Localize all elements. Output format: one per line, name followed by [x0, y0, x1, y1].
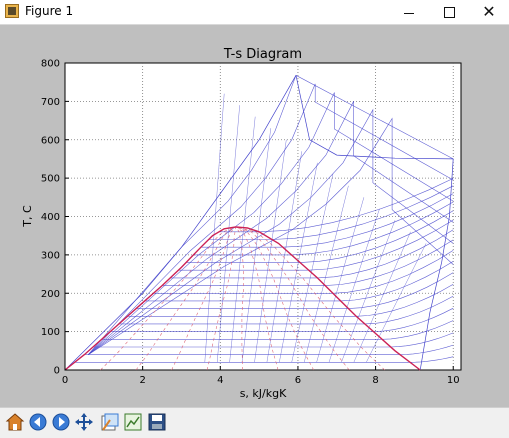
quality-line	[100, 226, 236, 371]
isochor-line	[303, 185, 349, 363]
isobar-line	[208, 185, 454, 240]
back-button[interactable]	[27, 411, 49, 433]
quality-line	[235, 226, 385, 371]
back-icon	[29, 413, 47, 431]
pan-button[interactable]	[73, 411, 95, 433]
saturation-dome	[64, 226, 421, 371]
isobar-line	[93, 332, 454, 348]
isobar-line	[170, 229, 454, 279]
x-tick-label: 8	[372, 375, 378, 386]
isobar-line	[136, 272, 454, 309]
app-icon	[5, 4, 19, 18]
isochor-line	[353, 231, 411, 363]
zoom-icon	[101, 413, 119, 431]
supercritical-isobar-line	[88, 83, 454, 355]
supercritical-isobar-line	[88, 101, 454, 355]
zoom-button[interactable]	[99, 411, 121, 433]
isobar-line	[110, 307, 454, 332]
title-bar: Figure 1 ✕	[0, 0, 509, 25]
isochor-line	[328, 208, 380, 363]
quality-line	[206, 226, 237, 371]
envelope-top-line	[295, 75, 454, 160]
maximize-icon	[443, 6, 455, 18]
quality-line	[235, 226, 350, 371]
x-tick-label: 6	[295, 375, 301, 386]
isobar-line	[101, 320, 454, 340]
y-tick-label: 500	[41, 174, 60, 185]
isochor-line	[241, 128, 272, 363]
isobar-line	[200, 193, 454, 248]
x-tick-label: 4	[217, 375, 223, 386]
pan-icon	[75, 413, 93, 431]
isochor-line	[254, 139, 287, 363]
subplots-button[interactable]	[122, 411, 144, 433]
subplots-icon	[124, 413, 142, 431]
maximize-button[interactable]	[429, 0, 469, 24]
isobar-line	[178, 219, 454, 271]
save-button[interactable]	[146, 411, 168, 433]
isobar-line	[186, 210, 454, 263]
isochor-line	[204, 93, 225, 363]
isochor-line	[291, 174, 334, 363]
isobar-line	[118, 295, 454, 325]
window-title: Figure 1	[25, 4, 74, 18]
isobar-line	[219, 178, 454, 233]
isochor-line	[216, 105, 240, 363]
isochor-line	[366, 243, 427, 363]
x-tick-label: 10	[447, 375, 460, 386]
y-tick-label: 700	[41, 97, 60, 108]
save-icon	[148, 413, 166, 431]
isobar-line	[144, 261, 454, 302]
quality-line	[235, 226, 279, 371]
quality-line	[235, 226, 314, 371]
grid-lines	[65, 63, 461, 370]
supercritical-isobar-line	[88, 117, 454, 355]
y-axis-label: T, C	[21, 205, 34, 228]
forward-icon	[52, 413, 70, 431]
isobar-line	[162, 239, 454, 286]
navigation-toolbar	[0, 407, 509, 438]
minimize-button[interactable]	[389, 0, 429, 24]
chart-title: T-s Diagram	[223, 47, 302, 62]
isobar-line	[193, 201, 454, 256]
close-button[interactable]: ✕	[469, 0, 509, 24]
supercritical-isobar-line	[88, 74, 454, 355]
isochor-line	[229, 116, 256, 363]
figure-canvas[interactable]: 0 2 4 6 8 10 0 100 200 300 400 500 600 700 800 T-s Dia…	[0, 25, 509, 407]
y-tick-label: 0	[54, 366, 60, 377]
y-tick-label: 200	[41, 289, 60, 300]
home-icon	[5, 413, 25, 431]
isobar-line	[74, 356, 454, 363]
x-tick-label: 0	[62, 375, 68, 386]
saturation-vapor-line	[235, 226, 421, 371]
y-tick-label: 600	[41, 135, 60, 146]
quality-line	[171, 226, 237, 371]
isochor-line	[316, 197, 365, 363]
quality-line	[135, 226, 236, 371]
home-button[interactable]	[4, 411, 26, 433]
isochor-line	[279, 162, 318, 363]
y-tick-label: 100	[41, 327, 60, 338]
x-tick-label: 2	[139, 375, 145, 386]
saturation-liquid-line	[64, 226, 236, 371]
y-tick-label: 300	[41, 250, 60, 261]
isobar-line	[153, 250, 454, 294]
forward-button[interactable]	[50, 411, 72, 433]
envelope-right-line	[419, 158, 454, 371]
close-icon: ✕	[482, 2, 496, 21]
isochor-line	[266, 151, 303, 363]
isobar-line	[127, 283, 454, 317]
isochor-line	[341, 220, 396, 363]
quality-lines	[100, 226, 385, 371]
envelope-left-line	[64, 75, 297, 371]
quality-line	[235, 226, 245, 371]
y-tick-label: 400	[41, 212, 60, 223]
supercritical-isobar-line	[88, 92, 454, 355]
y-tick-label: 800	[41, 59, 60, 70]
x-axis-label: s, kJ/kgK	[240, 387, 287, 400]
minimize-icon	[404, 12, 414, 14]
